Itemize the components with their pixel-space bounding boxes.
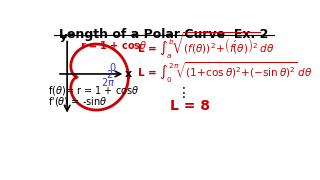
Text: y: y — [60, 32, 67, 42]
Text: x: x — [125, 69, 132, 79]
Text: 2$\pi$: 2$\pi$ — [101, 76, 115, 88]
Text: f($\theta$)= r = 1 + cos$\theta$: f($\theta$)= r = 1 + cos$\theta$ — [48, 84, 139, 97]
Text: Length of a Polar Curve  Ex. 2: Length of a Polar Curve Ex. 2 — [59, 28, 269, 41]
Text: r = 1 + cos$\theta$: r = 1 + cos$\theta$ — [80, 39, 148, 51]
Text: 2: 2 — [107, 71, 113, 80]
Text: 0: 0 — [109, 63, 115, 73]
Text: $\vdots$: $\vdots$ — [176, 85, 186, 100]
Text: L = 8: L = 8 — [170, 99, 210, 113]
Text: f'($\theta$) = -sin$\theta$: f'($\theta$) = -sin$\theta$ — [48, 95, 107, 108]
Text: L = $\int_a^b\!\sqrt{\left(f(\theta)\right)^2\!+\!\left(f\'(\theta)\right)^2}\,d: L = $\int_a^b\!\sqrt{\left(f(\theta)\rig… — [137, 31, 275, 61]
Text: L = $\int_0^{2\pi}\!\sqrt{(1\!+\!\cos\theta)^2\!+\!(-\sin\theta)^2}\,d\theta$: L = $\int_0^{2\pi}\!\sqrt{(1\!+\!\cos\th… — [137, 61, 312, 85]
